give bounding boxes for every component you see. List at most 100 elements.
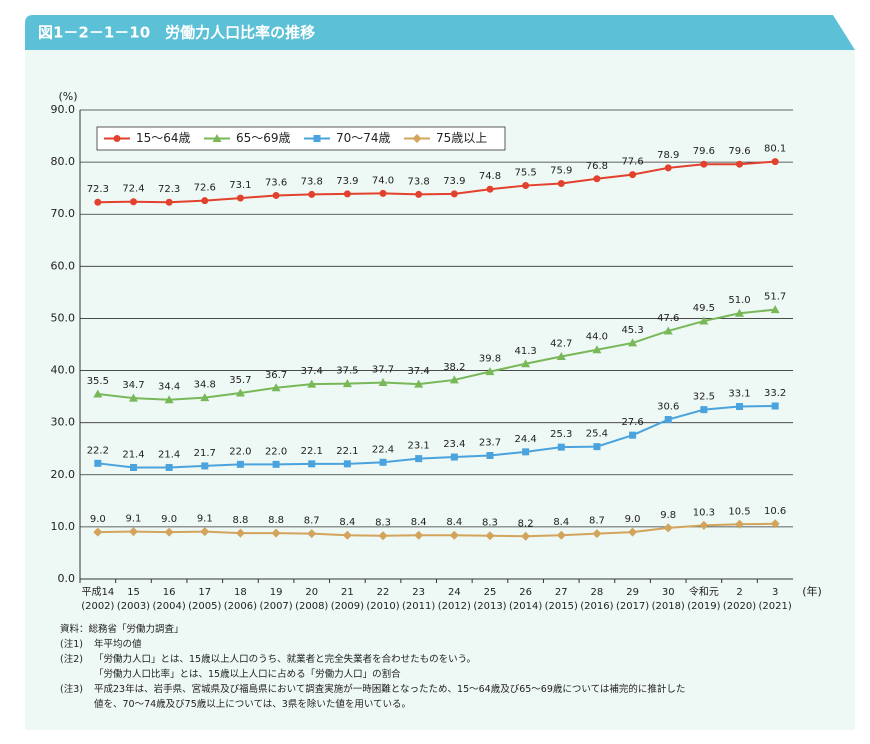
note-text: 平成23年は、岩手県、宮城県及び福島県において調査実施が一時困難となったため、1…: [94, 684, 686, 695]
marker: [272, 460, 280, 468]
note-row: (注1) 年平均の値: [60, 637, 685, 652]
marker: [271, 383, 281, 392]
marker: [414, 379, 424, 388]
data-label: 8.8: [268, 515, 284, 526]
data-label: 8.4: [339, 517, 355, 528]
note-row: 「労働力人口比率」とは、15歳以上人口に占める「労働力人口」の割合: [60, 667, 685, 682]
marker: [164, 527, 174, 537]
marker: [735, 519, 745, 529]
marker: [522, 448, 530, 456]
x-tick-sublabel: (2003): [117, 601, 150, 612]
marker: [342, 379, 352, 388]
x-tick-label: 15: [127, 587, 140, 598]
data-label: 22.1: [301, 446, 323, 457]
data-label: 23.4: [443, 439, 465, 450]
data-label: 30.6: [657, 402, 679, 413]
marker: [128, 393, 138, 402]
marker: [308, 460, 316, 468]
data-label: 33.2: [764, 388, 786, 399]
data-label: 47.6: [657, 313, 679, 324]
data-label: 34.7: [122, 380, 144, 391]
marker: [342, 530, 352, 540]
note-text: 値を、70～74歳及び75歳以上については、3県を除いた値を用いている。: [94, 699, 412, 710]
data-label: 79.6: [728, 146, 750, 157]
data-label: 34.4: [158, 382, 180, 393]
x-tick-sublabel: (2017): [616, 601, 649, 612]
marker: [663, 523, 673, 533]
data-label: 21.7: [194, 448, 216, 459]
data-label: 74.8: [479, 171, 501, 182]
marker: [200, 527, 210, 537]
data-label: 33.1: [728, 389, 750, 400]
marker: [700, 160, 708, 168]
marker: [556, 351, 566, 360]
y-tick-label: 0.0: [58, 572, 76, 585]
marker: [343, 460, 351, 468]
marker: [129, 198, 137, 206]
note-row: (注2) 「労働力人口」とは、15歳以上人口のうち、就業者と完全失業者を合わせたも…: [60, 652, 685, 667]
x-tick-sublabel: (2010): [366, 601, 399, 612]
marker: [271, 528, 281, 538]
data-label: 8.2: [518, 518, 534, 529]
marker: [308, 190, 316, 198]
x-tick-sublabel: (2014): [509, 601, 542, 612]
marker: [592, 529, 602, 539]
x-tick-label: 28: [591, 587, 604, 598]
data-label: 25.4: [586, 429, 608, 440]
marker: [664, 164, 672, 172]
x-tick-label: 19: [270, 587, 283, 598]
data-label: 72.4: [122, 184, 144, 195]
x-tick-sublabel: (2020): [723, 601, 756, 612]
marker: [699, 316, 709, 325]
data-label: 24.4: [514, 434, 536, 445]
x-tick-label: 26: [519, 587, 532, 598]
data-label: 49.5: [693, 303, 715, 314]
x-tick-sublabel: (2013): [473, 601, 506, 612]
data-label: 74.0: [372, 175, 394, 186]
data-label: 73.1: [229, 180, 251, 191]
y-tick-label: 40.0: [51, 364, 76, 377]
data-label: 9.1: [197, 514, 213, 525]
data-label: 73.8: [408, 176, 430, 187]
legend-box: [96, 126, 506, 151]
marker: [128, 527, 138, 537]
note-text: 「労働力人口」とは、15歳以上人口のうち、就業者と完全失業者を合わせたものをいう…: [94, 654, 477, 665]
marker: [415, 455, 423, 463]
marker: [235, 528, 245, 538]
marker: [629, 171, 637, 179]
marker: [450, 190, 458, 198]
data-label: 42.7: [550, 338, 572, 349]
marker: [593, 175, 601, 183]
data-label: 76.8: [586, 161, 608, 172]
x-tick-label: 25: [484, 587, 497, 598]
marker: [593, 443, 601, 451]
marker: [236, 460, 244, 468]
x-tick-label: 令和元: [689, 585, 719, 598]
marker: [485, 531, 495, 541]
data-label: 8.7: [304, 516, 320, 527]
data-label: 22.4: [372, 444, 394, 455]
y-unit: (%): [58, 90, 77, 103]
data-label: 9.0: [161, 514, 177, 525]
data-label: 35.5: [87, 376, 109, 387]
data-label: 41.3: [514, 346, 536, 357]
x-tick-sublabel: (2009): [331, 601, 364, 612]
marker: [770, 519, 780, 529]
data-label: 35.7: [229, 375, 251, 386]
data-label: 10.3: [693, 507, 715, 518]
data-label: 38.2: [443, 362, 465, 373]
marker: [628, 527, 638, 537]
x-tick-label: 3: [772, 587, 778, 598]
marker: [700, 406, 708, 414]
marker: [771, 402, 779, 410]
note-source: 資料：総務省「労働力調査」: [60, 624, 184, 635]
data-label: 9.1: [126, 514, 142, 525]
data-label: 37.4: [408, 366, 430, 377]
data-label: 8.4: [446, 517, 462, 528]
marker: [592, 345, 602, 354]
data-label: 8.4: [553, 517, 569, 528]
marker: [486, 185, 494, 193]
legend: 15～64歳 65～69歳 70～74歳 75歳以上: [96, 126, 506, 151]
data-label: 75.9: [550, 165, 572, 176]
note-label: (注1): [60, 639, 83, 650]
